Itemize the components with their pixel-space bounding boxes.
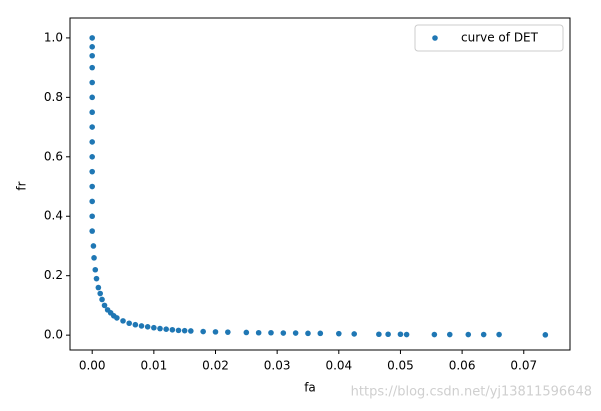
point: [292, 330, 299, 336]
point: [169, 326, 176, 333]
point: [97, 290, 104, 297]
point: [255, 329, 262, 336]
x-tick-label: 0.00: [79, 359, 106, 373]
point: [268, 329, 274, 336]
y-tick-label: 1.0: [44, 30, 63, 44]
x-tick-label: 0.01: [140, 359, 167, 373]
point: [144, 324, 151, 330]
legend-label: curve of DET: [461, 31, 539, 45]
axes-frame: [69, 17, 571, 351]
point: [188, 328, 194, 334]
x-tick-label: 0.06: [449, 359, 476, 373]
point: [385, 331, 391, 338]
x-tick-label: 0.05: [387, 359, 414, 373]
point: [163, 326, 169, 332]
y-tick-label: 0.4: [44, 209, 63, 223]
point: [431, 331, 438, 338]
point: [89, 154, 95, 160]
point: [181, 327, 188, 334]
point: [225, 329, 231, 335]
point: [89, 228, 95, 234]
point: [243, 329, 250, 336]
x-tick-label: 0.03: [264, 359, 291, 373]
point: [89, 44, 95, 50]
point: [90, 243, 97, 249]
y-tick-label: 0.6: [44, 149, 63, 163]
legend-marker: [432, 35, 438, 41]
point: [175, 327, 182, 334]
point: [95, 284, 102, 291]
point: [101, 302, 108, 309]
point: [446, 331, 453, 338]
point: [89, 168, 95, 175]
point: [89, 139, 95, 145]
point: [89, 79, 95, 86]
point: [465, 331, 472, 338]
point: [92, 266, 99, 273]
point: [336, 330, 342, 337]
point: [89, 213, 95, 220]
point: [496, 331, 502, 338]
watermark: https://blog.csdn.net/yj13811596648: [351, 385, 592, 400]
point: [351, 331, 358, 337]
point: [91, 255, 97, 261]
x-tick-label: 0.07: [510, 359, 537, 373]
point: [89, 198, 95, 205]
point: [120, 318, 126, 324]
y-tick-label: 0.0: [44, 328, 63, 342]
point: [89, 109, 95, 116]
point: [89, 52, 95, 59]
point: [151, 324, 157, 331]
point: [89, 183, 95, 190]
point: [132, 321, 139, 328]
y-tick-label: 0.8: [44, 90, 63, 104]
point: [114, 315, 120, 321]
point: [542, 332, 549, 338]
point: [212, 329, 219, 335]
point: [157, 325, 163, 332]
legend-box: [414, 24, 564, 52]
point: [317, 330, 324, 337]
point: [89, 64, 95, 71]
point: [99, 296, 105, 303]
point: [200, 328, 206, 335]
x-tick-label: 0.02: [202, 359, 229, 373]
point: [89, 35, 95, 41]
point: [403, 331, 410, 338]
point: [376, 331, 382, 338]
point: [126, 320, 132, 327]
point: [138, 323, 145, 329]
point: [397, 331, 404, 338]
x-axis-label: fa: [304, 381, 316, 395]
point: [89, 124, 95, 130]
point: [280, 330, 287, 336]
x-tick-label: 0.04: [325, 359, 352, 373]
point: [305, 330, 311, 337]
point: [480, 331, 487, 338]
point: [89, 94, 95, 101]
point: [93, 275, 100, 282]
y-axis-label: fr: [15, 181, 29, 190]
y-tick-label: 0.2: [44, 268, 63, 282]
